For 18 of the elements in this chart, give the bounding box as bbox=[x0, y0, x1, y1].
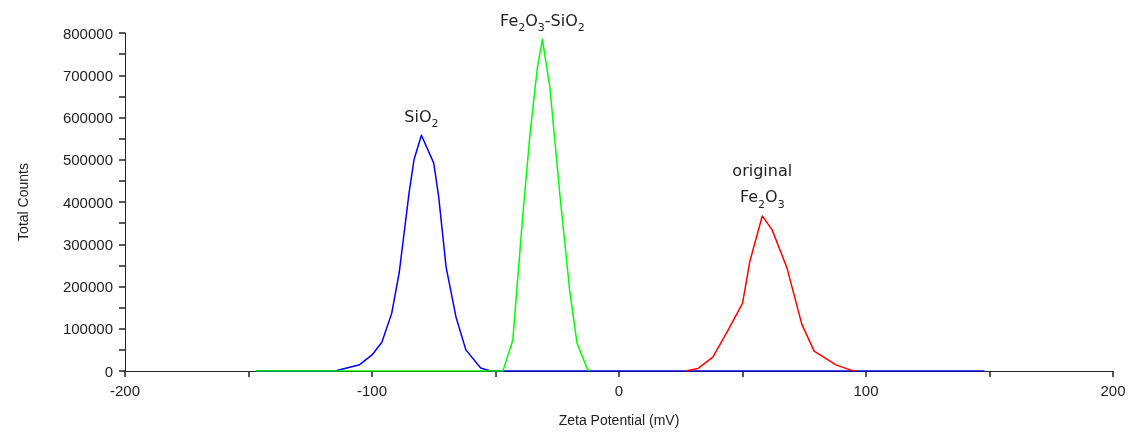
y-tick-label: 200000 bbox=[62, 278, 113, 295]
line-series bbox=[255, 38, 591, 372]
y-tick-label: 300000 bbox=[62, 235, 113, 253]
y-axis-title: Total Counts bbox=[15, 163, 31, 241]
x-axis-title: Zeta Potential (mV) bbox=[558, 412, 680, 428]
x-tick-label: -100 bbox=[356, 382, 388, 399]
x-tick-label: 100 bbox=[853, 382, 879, 399]
y-tick-label: 700000 bbox=[62, 66, 113, 84]
x-tick-label: 0 bbox=[614, 382, 624, 399]
line-series bbox=[684, 215, 857, 372]
y-tick-label: 400000 bbox=[62, 193, 113, 211]
y-tick-label: 800000 bbox=[62, 24, 113, 42]
y-tick-label: 100000 bbox=[62, 320, 113, 338]
y-tick-label: 500000 bbox=[62, 151, 113, 169]
y-tick-label: 600000 bbox=[62, 109, 113, 126]
x-tick-label: -200 bbox=[109, 382, 141, 399]
x-tick-label: 200 bbox=[1100, 382, 1126, 399]
y-tick-label: 0 bbox=[104, 362, 113, 380]
